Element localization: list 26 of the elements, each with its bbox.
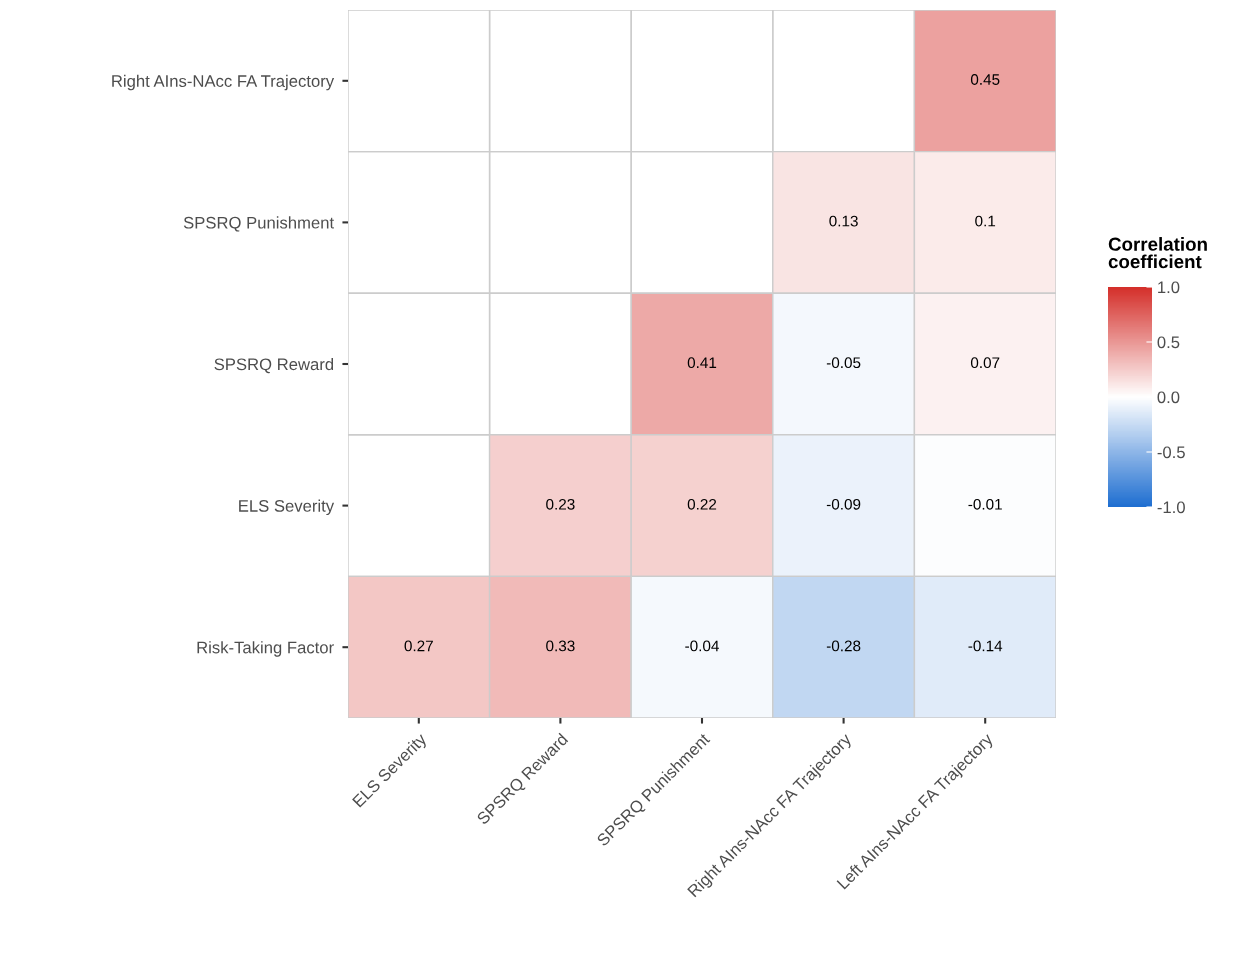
data-label: 0.1 — [975, 215, 996, 227]
data-label: 0.07 — [970, 357, 1000, 369]
color-bar-label: -1.0 — [1157, 501, 1185, 514]
data-label: 0.13 — [829, 215, 858, 227]
data-label: 0.33 — [546, 640, 575, 652]
color-bar-label: 0.0 — [1157, 391, 1180, 404]
data-label: 0.45 — [970, 74, 1000, 85]
data-label: -0.04 — [685, 640, 719, 652]
data-label: 0.23 — [546, 498, 575, 510]
color-bar-label: 1.0 — [1158, 281, 1180, 294]
data-label: -0.14 — [968, 640, 1003, 652]
color-bar-label: 0.5 — [1157, 336, 1180, 349]
data-label: -0.05 — [826, 357, 861, 369]
data-label: 0.41 — [687, 357, 717, 369]
color-bar-title: Correlation coefficient — [1108, 237, 1207, 269]
data-label: -0.09 — [826, 498, 861, 510]
data-label: -0.01 — [968, 498, 1002, 510]
data-label: 0.27 — [404, 640, 433, 652]
y-tick-label: Risk-Taking Factor — [197, 641, 334, 657]
color-bar-label: -0.5 — [1157, 446, 1185, 459]
y-tick-label: SPSRQ Punishment — [183, 216, 334, 232]
y-tick-label: SPSRQ Reward — [214, 357, 334, 374]
y-tick-label: ELS Severity — [239, 499, 335, 516]
data-label: -0.28 — [826, 640, 861, 652]
y-tick-label: Right AIns-NAcc FA Trajectory — [112, 74, 335, 91]
data-label: 0.22 — [687, 498, 717, 510]
